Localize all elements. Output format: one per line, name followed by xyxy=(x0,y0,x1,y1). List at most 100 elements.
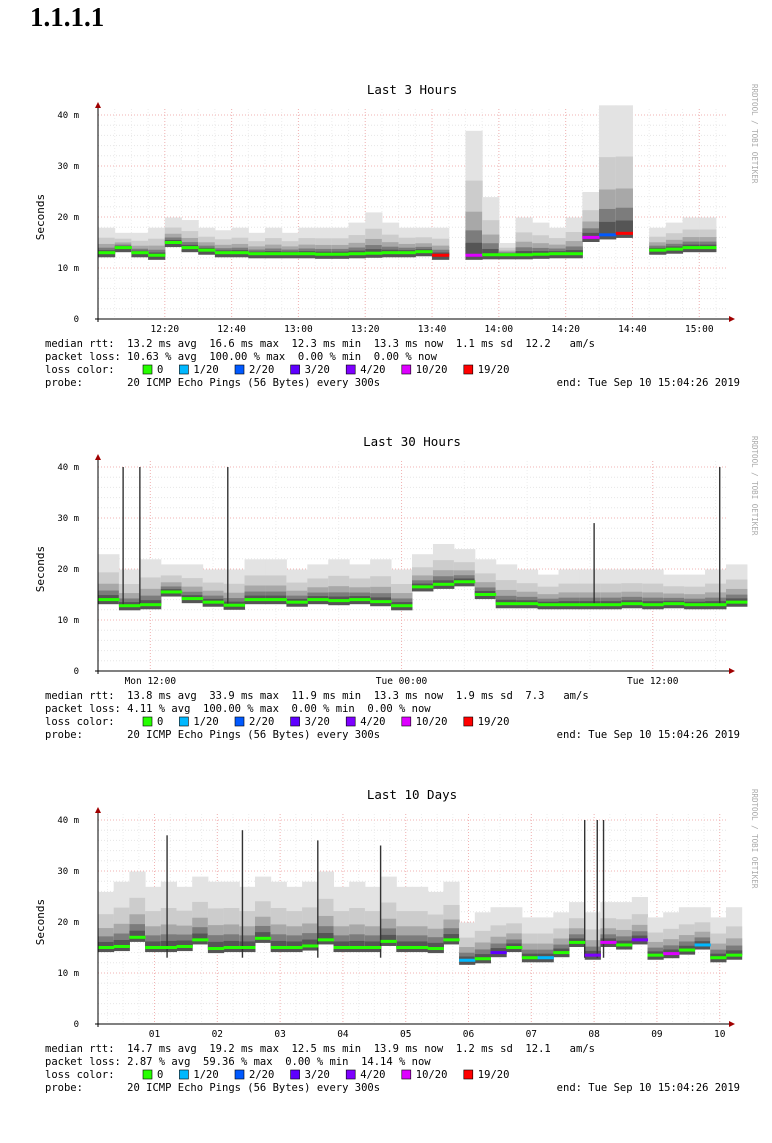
smoke-band xyxy=(647,951,664,956)
smoke-band xyxy=(600,934,617,943)
smoke-band xyxy=(265,599,287,605)
x-tick-label: 03 xyxy=(274,1029,285,1040)
smoke-band xyxy=(631,931,648,940)
smoke-band xyxy=(569,934,586,943)
smoke-band xyxy=(307,596,329,600)
x-tick-label: 13:40 xyxy=(418,324,447,335)
smoke-band xyxy=(113,940,130,947)
smoke-band xyxy=(365,249,383,254)
smoke-band xyxy=(537,953,554,958)
smoke-band xyxy=(521,949,539,958)
smoke-band xyxy=(412,586,434,592)
smoke-band xyxy=(181,591,204,599)
smoke-band xyxy=(98,590,120,600)
legend-swatch xyxy=(179,1069,189,1080)
median-segment xyxy=(160,946,177,949)
median-segment xyxy=(114,246,132,250)
smoke-band xyxy=(474,590,497,595)
median-segment xyxy=(682,246,700,250)
smoke-band xyxy=(333,941,350,948)
legend-label: 3/20 xyxy=(305,1069,330,1081)
y-tick-label: 10 m xyxy=(57,616,79,626)
y-axis-label: Seconds xyxy=(34,899,47,945)
page-title: 1.1.1.1 xyxy=(30,2,105,32)
smoke-band xyxy=(427,948,444,954)
legend-label: 4/20 xyxy=(360,716,385,728)
smoke-band xyxy=(148,255,166,260)
legend-label: 10/20 xyxy=(416,716,448,728)
median-segment xyxy=(649,248,667,252)
smoke-band xyxy=(255,932,272,939)
median-segment xyxy=(214,251,233,255)
legend-label: 19/20 xyxy=(478,1069,510,1081)
x-tick-label: Tue 12:00 xyxy=(627,676,679,687)
x-tick-label: 07 xyxy=(526,1029,537,1040)
median-segment xyxy=(599,233,617,237)
median-segment xyxy=(396,946,413,949)
median-segment xyxy=(231,251,249,255)
y-tick-label: 40 m xyxy=(57,111,79,121)
smoke-band xyxy=(465,255,483,260)
smoke-band xyxy=(348,253,366,259)
smoke-band xyxy=(453,575,476,582)
median-segment xyxy=(569,940,586,944)
y-tick-label: 40 m xyxy=(57,463,79,473)
smoke-band xyxy=(459,956,476,961)
median-segment xyxy=(98,598,120,602)
median-segment xyxy=(164,241,183,244)
y-tick-label: 0 xyxy=(74,667,79,677)
smoke-band xyxy=(248,253,266,259)
smoke-band xyxy=(453,581,476,587)
smoke-band xyxy=(349,596,371,600)
y-tick-label: 0 xyxy=(74,1020,79,1030)
legend-swatch xyxy=(463,364,474,375)
smoke-band xyxy=(710,949,727,958)
smoke-band xyxy=(396,947,413,953)
legend-label: 4/20 xyxy=(360,1069,385,1081)
smoke-band xyxy=(244,591,266,600)
end-time: end: Tue Sep 10 15:04:26 2019 xyxy=(557,729,740,741)
smoke-band xyxy=(443,934,460,940)
median-segment xyxy=(678,948,696,952)
smoke-band xyxy=(663,949,680,954)
y-tick-label: 30 m xyxy=(57,867,79,877)
legend-label: 3/20 xyxy=(305,716,330,728)
x-tick-label: 10 xyxy=(714,1029,726,1040)
smoke-band xyxy=(537,604,560,610)
smoke-band xyxy=(348,250,366,254)
smoke-band xyxy=(694,941,711,945)
smoke-band xyxy=(432,584,455,589)
x-tick-label: Mon 12:00 xyxy=(125,676,177,687)
median-segment xyxy=(286,946,303,949)
smoke-band xyxy=(223,947,240,953)
smoke-band xyxy=(129,937,146,942)
median-segment xyxy=(198,248,216,252)
chart-title: Last 3 Hours xyxy=(367,82,457,97)
x-tick-label: 05 xyxy=(400,1029,411,1040)
smoke-band xyxy=(710,957,727,963)
median-segment xyxy=(113,944,130,948)
median-segment xyxy=(474,957,491,961)
probe-line: probe: 20 ICMP Echo Pings (56 Bytes) eve… xyxy=(45,1082,380,1094)
smoke-band xyxy=(202,598,225,603)
smoke-band xyxy=(516,603,539,609)
smoke-band xyxy=(621,600,643,604)
smoke-band xyxy=(244,599,266,605)
median-segment xyxy=(506,946,523,949)
median-segment xyxy=(412,946,429,949)
smoke-band xyxy=(331,254,350,259)
smoke-band xyxy=(705,604,727,610)
median-segment xyxy=(207,947,225,951)
smoke-band xyxy=(98,941,115,948)
median-segment xyxy=(370,600,392,604)
legend-swatch xyxy=(234,364,245,375)
smoke-band xyxy=(98,947,115,953)
graph-last-3-hours: Last 3 Hours RRDTOOL / TOBI OETIKER Second… xyxy=(0,78,772,438)
smoke-band xyxy=(599,221,617,235)
median-segment xyxy=(265,598,287,602)
smoke-band xyxy=(381,249,400,253)
median-segment xyxy=(365,251,383,255)
median-segment xyxy=(584,953,601,957)
median-segment xyxy=(331,252,350,256)
median-segment xyxy=(349,598,371,602)
